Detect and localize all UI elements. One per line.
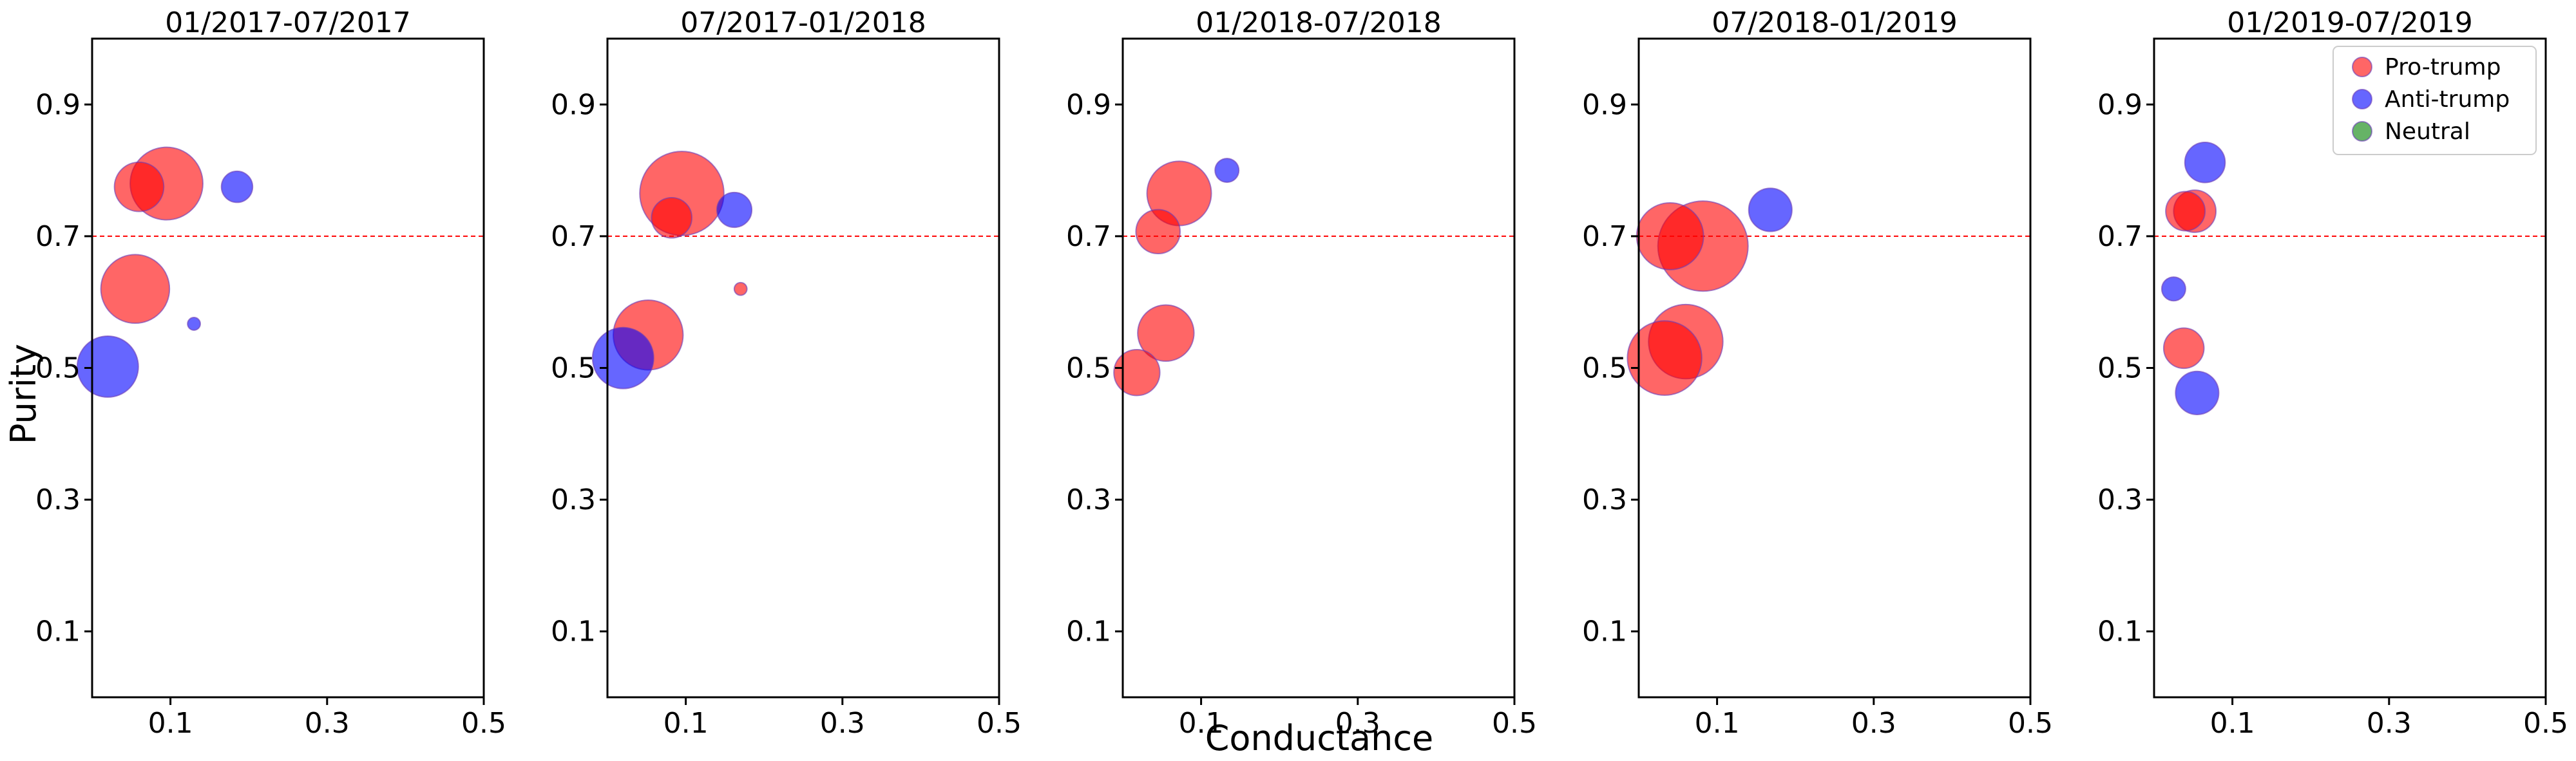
data-point-anti-trump	[76, 335, 139, 398]
y-tick-label: 0.3	[35, 484, 81, 516]
legend-marker-neutral	[2352, 121, 2372, 142]
y-tick-label: 0.7	[1066, 220, 1111, 253]
y-tick-label: 0.9	[1582, 88, 1627, 121]
y-tick-label: 0.9	[551, 88, 596, 121]
panel-3: 01/2018-07/2018 0.1 0.3 0.5 0.7 0.9 0.1 0.3 0.5	[1066, 6, 1537, 740]
data-point-pro-trump	[1113, 348, 1161, 397]
data-point-pro-trump	[113, 161, 165, 212]
y-tick-label: 0.1	[2097, 615, 2142, 648]
x-tick-label: 0.3	[1851, 707, 1896, 740]
data-point-anti-trump	[220, 170, 254, 203]
x-tick-label: 0.3	[305, 707, 350, 740]
panel-title: 01/2018-07/2018	[1196, 6, 1441, 39]
panel-4: 07/2018-01/2019 0.1 0.3 0.5 0.7 0.9 0.1 0.3 0.5	[1582, 6, 2053, 740]
x-tick-label: 0.3	[820, 707, 865, 740]
data-point-anti-trump	[1748, 187, 1793, 232]
data-point-pro-trump	[1137, 304, 1195, 362]
x-tick-label: 0.5	[977, 707, 1022, 740]
data-point-anti-trump	[2175, 370, 2220, 415]
data-point-pro-trump	[100, 254, 171, 324]
x-tick-label: 0.5	[2523, 707, 2568, 740]
data-point-pro-trump	[651, 196, 693, 239]
y-tick-label: 0.7	[35, 220, 81, 253]
panel-title: 07/2018-01/2019	[1712, 6, 1957, 39]
y-tick-label: 0.3	[1066, 484, 1111, 516]
legend-marker-pro-trump	[2352, 57, 2372, 77]
panel-title: 07/2017-01/2018	[680, 6, 926, 39]
x-axis-label: Conductance	[1205, 718, 1434, 758]
data-point-pro-trump	[1627, 320, 1703, 396]
plot-frame	[91, 37, 485, 699]
legend-label: Pro-trump	[2385, 54, 2501, 80]
y-tick-label: 0.1	[35, 615, 81, 648]
x-tick-label: 0.5	[461, 707, 506, 740]
y-axis-label: Purity	[3, 344, 44, 444]
x-tick-label: 0.1	[1179, 707, 1224, 740]
y-tick-label: 0.1	[1066, 615, 1111, 648]
panel-1: 01/2017-07/2017 0.1 0.3 0.5 0.7 0.9 0.1 0.3 0.5	[35, 6, 506, 740]
y-tick-label: 0.5	[35, 352, 81, 385]
y-tick-label: 0.9	[35, 88, 81, 121]
y-tick-label: 0.1	[1582, 615, 1627, 648]
y-tick-label: 0.5	[1066, 352, 1111, 385]
legend-label: Anti-trump	[2385, 86, 2510, 113]
panel-title: 01/2017-07/2017	[165, 6, 410, 39]
y-tick-label: 0.5	[551, 352, 596, 385]
data-point-anti-trump	[591, 326, 654, 390]
y-tick-label: 0.7	[1582, 220, 1627, 253]
x-tick-label: 0.5	[2008, 707, 2053, 740]
legend-label: Neutral	[2385, 118, 2470, 145]
data-point-anti-trump	[187, 317, 201, 331]
data-point-pro-trump	[2165, 191, 2206, 232]
panel-2: 07/2017-01/2018 0.1 0.3 0.5 0.7 0.9 0.1 0.3 0.5	[551, 6, 1022, 740]
plot-frame	[1121, 37, 1516, 699]
y-tick-label: 0.7	[2097, 220, 2142, 253]
data-point-anti-trump	[1214, 158, 1240, 183]
y-tick-label: 0.9	[1066, 88, 1111, 121]
legend: Pro-trump Anti-trump Neutral	[2333, 46, 2537, 155]
data-point-pro-trump	[733, 281, 748, 296]
y-tick-label: 0.9	[2097, 88, 2142, 121]
y-tick-label: 0.1	[551, 615, 596, 648]
y-tick-label: 0.3	[1582, 484, 1627, 516]
x-tick-label: 0.3	[1335, 707, 1380, 740]
y-tick-label: 0.5	[1582, 352, 1627, 385]
x-tick-label: 0.1	[2210, 707, 2255, 740]
x-tick-label: 0.1	[1695, 707, 1740, 740]
y-tick-label: 0.5	[2097, 352, 2142, 385]
data-point-pro-trump	[1636, 202, 1704, 270]
y-tick-label: 0.3	[2097, 484, 2142, 516]
legend-marker-anti-trump	[2352, 89, 2372, 109]
data-point-pro-trump	[1135, 209, 1181, 255]
data-point-pro-trump	[2162, 327, 2205, 370]
x-tick-label: 0.3	[2367, 707, 2412, 740]
x-tick-label: 0.1	[663, 707, 709, 740]
panel-5: 01/2019-07/2019 0.1 0.3 0.5 0.7 0.9 0.1 0.3 0.5	[2097, 6, 2568, 740]
legend-box	[2333, 46, 2537, 155]
data-point-anti-trump	[2161, 276, 2186, 302]
y-tick-label: 0.7	[551, 220, 596, 253]
plot-frame	[606, 37, 1000, 699]
y-tick-label: 0.3	[551, 484, 596, 516]
panel-title: 01/2019-07/2019	[2227, 6, 2472, 39]
x-tick-label: 0.1	[148, 707, 193, 740]
x-tick-label: 0.5	[1492, 707, 1537, 740]
data-point-anti-trump	[716, 191, 753, 229]
data-point-anti-trump	[2184, 142, 2226, 183]
